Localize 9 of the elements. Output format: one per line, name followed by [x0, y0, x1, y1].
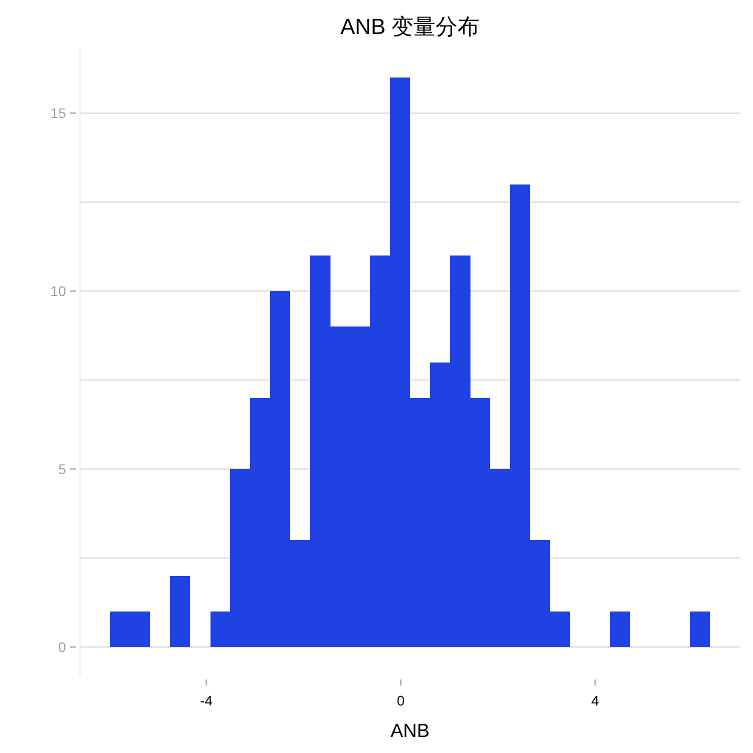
- chart-title: ANB 变量分布: [340, 14, 480, 39]
- x-tick-label: -4: [200, 692, 213, 708]
- y-tick-label: 15: [50, 105, 66, 122]
- y-tick-label: 10: [50, 283, 66, 300]
- y-tick-label: 0: [58, 639, 66, 656]
- y-tick-label: 5: [58, 461, 66, 478]
- x-tick-label: 4: [591, 692, 600, 708]
- x-axis-title: ANB: [390, 721, 430, 742]
- x-tick-label: 0: [396, 692, 405, 708]
